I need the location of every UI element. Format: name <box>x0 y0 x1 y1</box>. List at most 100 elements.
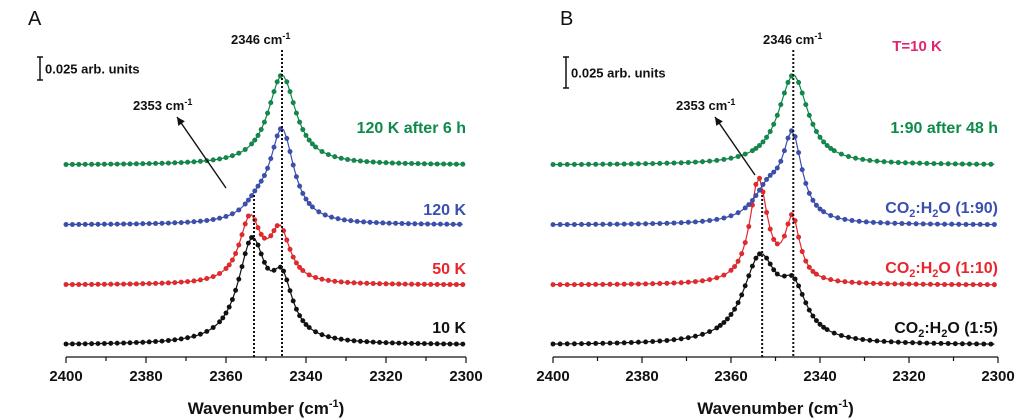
data-point <box>441 281 447 288</box>
data-point <box>870 280 877 287</box>
data-point <box>852 155 859 161</box>
data-point <box>760 181 766 188</box>
data-point <box>284 79 290 85</box>
data-point <box>945 340 951 347</box>
annotation-superscript: -1 <box>184 97 192 107</box>
data-point <box>332 335 338 341</box>
data-point <box>692 333 699 339</box>
data-point <box>966 341 973 347</box>
data-point <box>274 133 280 139</box>
data-point <box>284 277 290 283</box>
data-point <box>585 221 592 228</box>
data-point <box>127 340 133 346</box>
data-point <box>229 153 236 159</box>
data-point <box>753 181 759 188</box>
data-point <box>338 336 344 342</box>
data-point <box>714 275 720 281</box>
data-point <box>635 339 642 345</box>
data-point <box>949 281 955 288</box>
data-point <box>178 279 184 285</box>
subscript: 2 <box>932 208 938 220</box>
data-point <box>899 281 905 287</box>
data-point <box>728 213 734 219</box>
data-point <box>338 155 344 161</box>
series-120-k: 120 K <box>63 126 466 228</box>
data-point <box>306 137 312 143</box>
data-point <box>739 251 745 257</box>
data-point <box>763 209 770 216</box>
data-point <box>785 135 791 141</box>
data-point <box>290 298 296 304</box>
data-point <box>550 222 556 228</box>
data-point <box>258 178 264 184</box>
data-point <box>114 281 120 287</box>
series-10-k: 10 K <box>63 234 466 347</box>
data-point <box>664 337 670 344</box>
x-tick-label: 2380 <box>129 368 162 385</box>
data-point <box>557 221 563 228</box>
data-point <box>354 218 360 225</box>
data-point <box>852 335 859 342</box>
data-point <box>781 273 788 279</box>
data-point <box>287 88 293 95</box>
data-point <box>803 258 809 264</box>
data-point <box>69 281 76 288</box>
data-point <box>550 282 556 288</box>
data-point <box>319 276 325 282</box>
data-point <box>820 324 827 330</box>
data-point <box>571 341 578 347</box>
data-point <box>153 280 159 287</box>
data-point <box>108 281 114 287</box>
label-part: O (1:90) <box>938 200 998 217</box>
data-point <box>838 151 845 157</box>
data-point <box>120 281 127 287</box>
data-point <box>685 335 691 341</box>
data-point <box>226 304 232 310</box>
annotation-2353: 2353 cm-1 <box>133 97 192 113</box>
data-point <box>578 281 585 288</box>
x-tick-label: 2300 <box>981 368 1014 385</box>
data-point <box>165 280 172 286</box>
data-point <box>300 267 306 274</box>
data-point <box>274 79 280 85</box>
data-point <box>810 313 816 319</box>
data-point <box>813 318 820 324</box>
annotation-text: 2353 cm <box>676 98 727 113</box>
data-point <box>731 264 738 270</box>
data-point <box>255 132 261 139</box>
data-point <box>991 221 998 228</box>
data-point <box>245 240 252 246</box>
data-point <box>692 219 699 225</box>
data-point <box>799 90 805 96</box>
data-point <box>856 280 862 286</box>
data-point <box>233 287 239 293</box>
data-point <box>370 159 376 165</box>
series-label: CO2:H2O (1:5) <box>894 320 998 340</box>
data-point <box>63 161 69 168</box>
data-point <box>242 146 248 153</box>
data-point <box>329 214 335 220</box>
data-point <box>421 161 428 167</box>
data-point <box>409 160 415 167</box>
data-point <box>593 281 599 288</box>
data-point <box>941 221 948 227</box>
data-point <box>63 281 69 288</box>
data-point <box>69 221 76 228</box>
data-point <box>223 265 229 272</box>
data-point <box>290 162 296 168</box>
data-point <box>550 341 556 347</box>
data-point <box>607 221 613 227</box>
data-point <box>806 112 812 118</box>
data-point <box>795 79 802 86</box>
data-point <box>127 161 133 167</box>
data-point <box>956 221 962 227</box>
data-point <box>405 221 412 227</box>
data-point <box>685 279 691 285</box>
data-point <box>781 233 788 239</box>
data-point <box>293 260 300 266</box>
data-point <box>692 279 699 285</box>
data-point <box>831 148 837 154</box>
data-point <box>370 280 376 287</box>
data-point <box>774 112 780 118</box>
label-part: CO <box>885 200 909 217</box>
